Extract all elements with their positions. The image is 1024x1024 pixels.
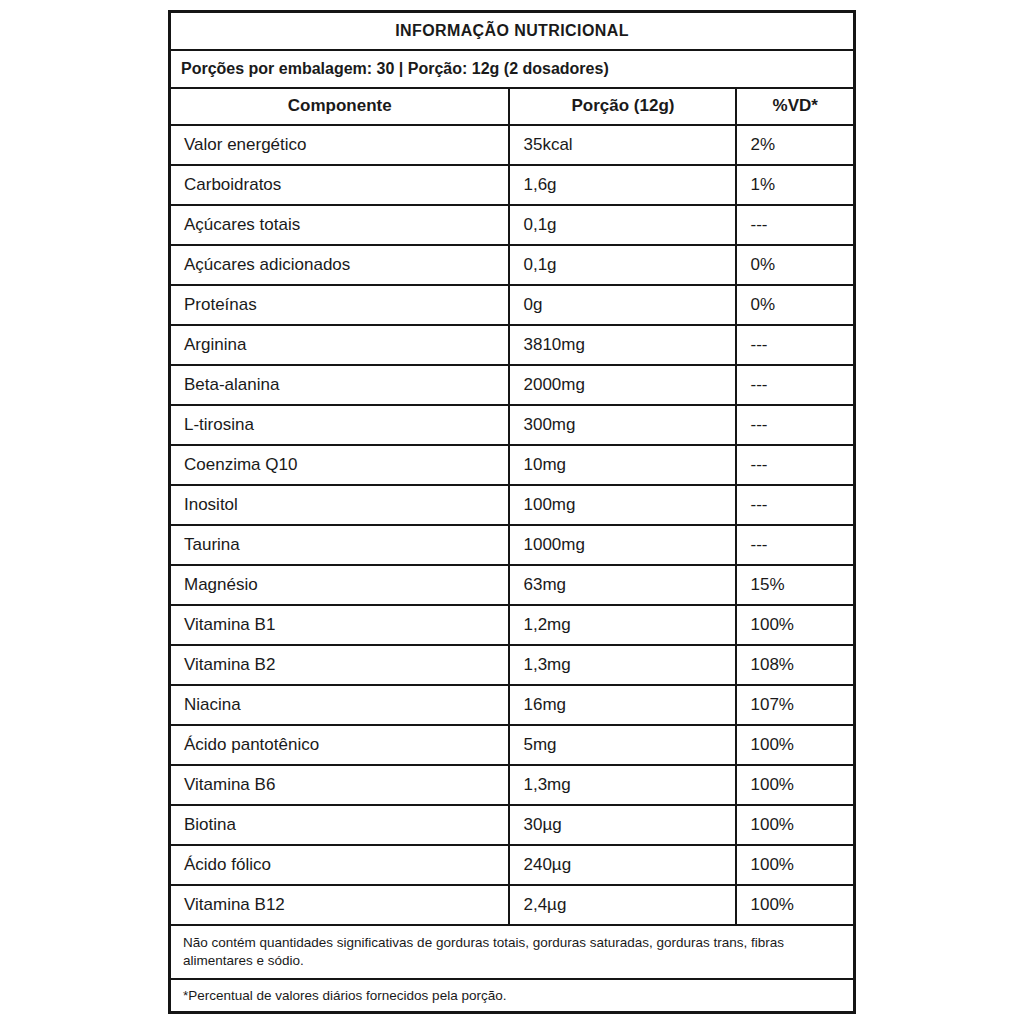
column-header-portion: Porção (12g) [509,88,736,125]
vd-cell: 100% [736,845,854,885]
table-row: Biotina30µg100% [169,805,854,845]
table-row: Proteínas0g0% [169,285,854,325]
vd-cell: 100% [736,765,854,805]
vd-cell: 100% [736,725,854,765]
component-cell: Beta-alanina [169,365,509,405]
vd-cell: 100% [736,885,854,925]
vd-cell: 107% [736,685,854,725]
vd-cell: 108% [736,645,854,685]
portion-cell: 1,6g [509,165,736,205]
portion-cell: 63mg [509,565,736,605]
vd-cell: --- [736,405,854,445]
servings-line: Porções por embalagem: 30 | Porção: 12g … [169,50,854,88]
component-cell: Inositol [169,485,509,525]
table-row: Valor energético35kcal2% [169,125,854,165]
component-cell: Ácido pantotênico [169,725,509,765]
portion-cell: 0,1g [509,245,736,285]
component-cell: Magnésio [169,565,509,605]
component-cell: Biotina [169,805,509,845]
component-cell: Açúcares totais [169,205,509,245]
nutrition-facts-table: INFORMAÇÃO NUTRICIONAL Porções por embal… [168,10,856,1014]
vd-cell: --- [736,485,854,525]
vd-cell: --- [736,365,854,405]
table-row: Coenzima Q1010mg--- [169,445,854,485]
table-row: L-tirosina300mg--- [169,405,854,445]
table-row: Vitamina B11,2mg100% [169,605,854,645]
component-cell: Proteínas [169,285,509,325]
table-row: Vitamina B122,4µg100% [169,885,854,925]
component-cell: Carboidratos [169,165,509,205]
vd-cell: 2% [736,125,854,165]
component-cell: Coenzima Q10 [169,445,509,485]
table-row: Carboidratos1,6g1% [169,165,854,205]
vd-cell: --- [736,325,854,365]
table-row: Niacina16mg107% [169,685,854,725]
vd-cell: --- [736,445,854,485]
portion-cell: 30µg [509,805,736,845]
portion-cell: 1000mg [509,525,736,565]
table-row: Vitamina B21,3mg108% [169,645,854,685]
portion-cell: 1,2mg [509,605,736,645]
column-header-component: Componente [169,88,509,125]
table-row: Inositol100mg--- [169,485,854,525]
servings-row: Porções por embalagem: 30 | Porção: 12g … [169,50,854,88]
component-cell: Vitamina B6 [169,765,509,805]
footnote-row: Não contém quantidades significativas de… [169,925,854,979]
component-cell: Vitamina B1 [169,605,509,645]
vd-cell: --- [736,205,854,245]
component-cell: Arginina [169,325,509,365]
table-row: Açúcares totais0,1g--- [169,205,854,245]
portion-cell: 2,4µg [509,885,736,925]
nutrition-rows: Valor energético35kcal2%Carboidratos1,6g… [169,125,854,925]
component-cell: Açúcares adicionados [169,245,509,285]
vd-cell: --- [736,525,854,565]
vd-cell: 100% [736,805,854,845]
component-cell: Ácido fólico [169,845,509,885]
column-header-row: Componente Porção (12g) %VD* [169,88,854,125]
vd-cell: 1% [736,165,854,205]
portion-cell: 2000mg [509,365,736,405]
table-row: Magnésio63mg15% [169,565,854,605]
table-row: Arginina3810mg--- [169,325,854,365]
portion-cell: 10mg [509,445,736,485]
portion-cell: 300mg [509,405,736,445]
portion-cell: 16mg [509,685,736,725]
footnote-percent-daily-values: *Percentual de valores diários fornecido… [169,979,854,1013]
portion-cell: 5mg [509,725,736,765]
table-row: Vitamina B61,3mg100% [169,765,854,805]
table-row: Taurina1000mg--- [169,525,854,565]
portion-cell: 1,3mg [509,765,736,805]
title-row: INFORMAÇÃO NUTRICIONAL [169,12,854,50]
portion-cell: 35kcal [509,125,736,165]
table-row: Ácido fólico240µg100% [169,845,854,885]
portion-cell: 0g [509,285,736,325]
vd-cell: 0% [736,285,854,325]
column-header-vd: %VD* [736,88,854,125]
portion-cell: 0,1g [509,205,736,245]
page: INFORMAÇÃO NUTRICIONAL Porções por embal… [0,0,1024,1024]
footnote-no-significant-amounts: Não contém quantidades significativas de… [169,925,854,979]
table-row: Ácido pantotênico5mg100% [169,725,854,765]
portion-cell: 100mg [509,485,736,525]
vd-cell: 100% [736,605,854,645]
vd-cell: 15% [736,565,854,605]
component-cell: L-tirosina [169,405,509,445]
portion-cell: 3810mg [509,325,736,365]
vd-cell: 0% [736,245,854,285]
component-cell: Vitamina B12 [169,885,509,925]
component-cell: Vitamina B2 [169,645,509,685]
component-cell: Valor energético [169,125,509,165]
portion-cell: 1,3mg [509,645,736,685]
portion-cell: 240µg [509,845,736,885]
component-cell: Niacina [169,685,509,725]
footnote-row: *Percentual de valores diários fornecido… [169,979,854,1013]
table-row: Beta-alanina2000mg--- [169,365,854,405]
table-row: Açúcares adicionados0,1g0% [169,245,854,285]
table-title: INFORMAÇÃO NUTRICIONAL [169,12,854,50]
component-cell: Taurina [169,525,509,565]
